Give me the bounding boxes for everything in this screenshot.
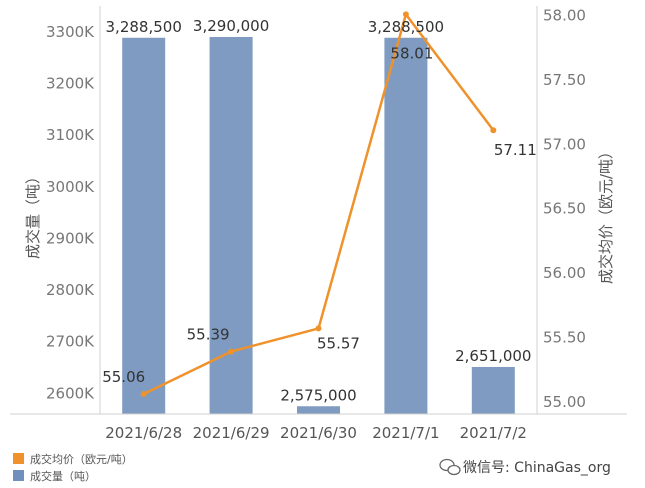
axes: 2600K 2700K 2800K 2900K 3000K 3100K 3200K 3300K… [10,6,627,442]
wechat-icon [439,458,461,476]
y-tick-label-left: 3200K [46,74,95,92]
y-tick-label-left: 3000K [46,178,95,196]
legend-swatch-price [13,453,24,464]
bar-data-label: 2,651,000 [455,347,531,365]
x-tick-label: 2021/6/28 [105,424,182,442]
bar-data-label: 3,288,500 [368,18,444,36]
x-tick-label: 2021/7/2 [460,424,527,442]
bar [384,37,428,414]
line-point [490,127,497,134]
y-tick-label-right: 58.00 [543,7,586,25]
bar-series [122,36,515,415]
y-tick-label-right: 56.00 [543,264,586,282]
bar [209,36,253,415]
y-tick-label-left: 3100K [46,126,95,144]
y-tick-label-left: 3300K [46,23,95,41]
bar-data-label: 3,290,000 [193,17,269,35]
y-tick-label-left: 2700K [46,333,95,351]
y-axis-title-left: 成交量（吨） [24,169,42,259]
line-series [140,11,497,398]
bar [297,406,340,414]
bar [471,367,515,414]
legend-swatch-volume [13,470,24,481]
watermark: 微信号: ChinaGas_org [439,458,611,476]
legend-label-price: 成交均价（欧元/吨） [30,452,133,466]
y-tick-label-left: 2900K [46,229,95,247]
x-tick-label: 2021/6/29 [193,424,270,442]
data-labels: 3,288,500 3,290,000 2,575,000 3,288,500 2,65… [102,17,537,404]
line-point [228,348,235,355]
watermark-text: 微信号: ChinaGas_org [463,460,611,476]
line-data-label: 55.39 [187,326,230,344]
y-tick-label-right: 55.50 [543,328,586,346]
y-axis-title-right: 成交均价（欧元/吨） [597,144,615,284]
legend: 成交均价（欧元/吨） 成交量（吨） [13,452,133,483]
line-point [315,325,322,332]
y-tick-label-left: 2800K [46,281,95,299]
line-data-label: 58.01 [390,44,433,62]
y-tick-label-right: 57.50 [543,71,586,89]
x-tick-label: 2021/7/1 [372,424,439,442]
y-tick-label-right: 57.00 [543,135,586,153]
bar [122,37,166,414]
line-point [402,11,409,18]
x-tick-label: 2021/6/30 [280,424,357,442]
line-point [140,391,147,398]
line-data-label: 55.06 [102,368,145,386]
y-tick-label-right: 56.50 [543,200,586,218]
bar-data-label: 3,288,500 [106,18,182,36]
line-data-label: 55.57 [317,334,360,352]
y-tick-label-left: 2600K [46,384,95,402]
y-tick-label-right: 55.00 [543,393,586,411]
bar-data-label: 2,575,000 [280,386,356,404]
line-data-label: 57.11 [494,141,537,159]
legend-label-volume: 成交量（吨） [30,469,96,483]
